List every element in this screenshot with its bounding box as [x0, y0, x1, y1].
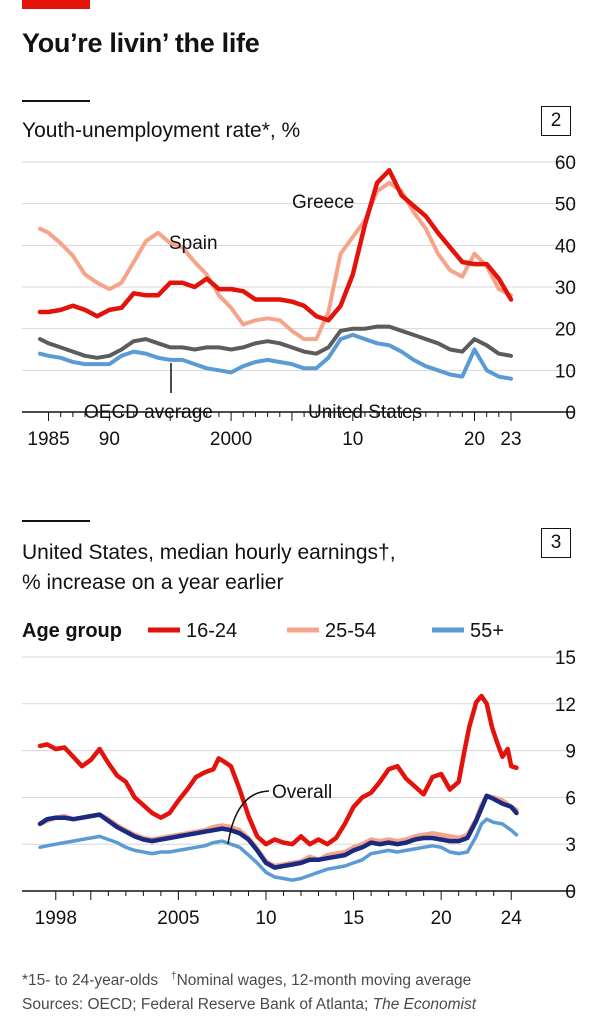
series-line-united-states [38, 332, 513, 381]
footnote-notes: *15- to 24-year-olds †Nominal wages, 12-… [22, 965, 476, 993]
y-tick-label: 0 [565, 403, 576, 424]
chart-3-title-line-2: % increase on a year earlier [22, 571, 284, 594]
series-line-25-54 [37, 793, 519, 869]
x-tick-label: 1998 [35, 908, 77, 929]
y-tick-label: 40 [555, 236, 576, 257]
footnote-sources-economist: The Economist [372, 996, 477, 1014]
chart-2-youth-unemployment: 0 10 20 30 40 50 60 1985 90 2000 10 20 23 Greece Spain… [22, 153, 576, 450]
y-tick-label: 12 [555, 695, 576, 716]
chart-3-rule [22, 520, 90, 522]
footnote: *15- to 24-year-olds †Nominal wages, 12-… [22, 965, 476, 1017]
y-tick-label: 20 [555, 320, 576, 341]
x-tick-label: 15 [343, 908, 364, 929]
x-tick-label: 90 [99, 429, 120, 450]
overall-label-pointer [227, 790, 270, 845]
y-tick-label: 6 [565, 788, 576, 809]
legend-label-16-24: 16-24 [186, 620, 237, 642]
y-tick-label: 0 [565, 882, 576, 903]
y-tick-label: 30 [555, 278, 576, 299]
legend-label-55: 55+ [470, 620, 504, 642]
series-line-overall [37, 793, 519, 870]
x-tick-label: 24 [501, 908, 523, 929]
series-line-spain [38, 180, 513, 342]
chart-2-rule [22, 100, 90, 102]
series-line-55 [38, 817, 519, 882]
chart-2-number-badge: 2 [541, 106, 571, 136]
economist-red-tag [22, 0, 90, 9]
y-tick-label: 10 [555, 361, 576, 382]
legend-label-25-54: 25-54 [325, 620, 376, 642]
x-tick-label: 10 [255, 908, 276, 929]
x-tick-label: 23 [500, 429, 521, 450]
y-tick-label: 3 [565, 835, 576, 856]
chart-3-earnings-growth: 0 3 6 9 12 15 1998 2005 10 15 20 24 Age group 16-24 25… [22, 620, 576, 929]
chart-3-title-line-1: United States, median hourly earnings†, [22, 541, 396, 564]
footnote-note-1: *15- to 24-year-olds [22, 972, 159, 990]
y-tick-label: 60 [555, 153, 576, 174]
series-label-united-states: United States [308, 402, 422, 423]
main-title: You’re livin’ the life [22, 28, 260, 58]
footnote-note-2: Nominal wages, 12-month moving average [176, 972, 472, 990]
chart-3-number-badge: 3 [541, 528, 571, 558]
series-label-oecd-average: OECD average [84, 402, 213, 423]
x-tick-label: 20 [464, 429, 485, 450]
x-tick-label: 2005 [157, 908, 199, 929]
series-label-overall: Overall [272, 782, 332, 803]
series-label-greece: Greece [292, 192, 354, 213]
series-label-spain: Spain [169, 233, 218, 254]
y-tick-label: 15 [555, 648, 576, 669]
chart-2-title: Youth-unemployment rate*, % [22, 119, 301, 142]
footnote-sources-text: Sources: OECD; Federal Reserve Bank of A… [22, 996, 373, 1014]
x-tick-label: 10 [342, 429, 363, 450]
x-tick-label: 1985 [27, 429, 69, 450]
series-line-16-24 [37, 693, 519, 847]
series-line-greece [37, 168, 514, 323]
x-tick-label: 2000 [210, 429, 252, 450]
footnote-sources: Sources: OECD; Federal Reserve Bank of A… [22, 993, 476, 1017]
series-line-oecd-average [38, 324, 513, 360]
legend-title: Age group [22, 620, 122, 642]
x-tick-label: 20 [431, 908, 452, 929]
chart-3-title: United States, median hourly earnings†, … [22, 538, 396, 598]
footnote-dagger: † [171, 971, 177, 982]
y-tick-label: 50 [555, 195, 576, 216]
y-tick-label: 9 [565, 742, 576, 763]
